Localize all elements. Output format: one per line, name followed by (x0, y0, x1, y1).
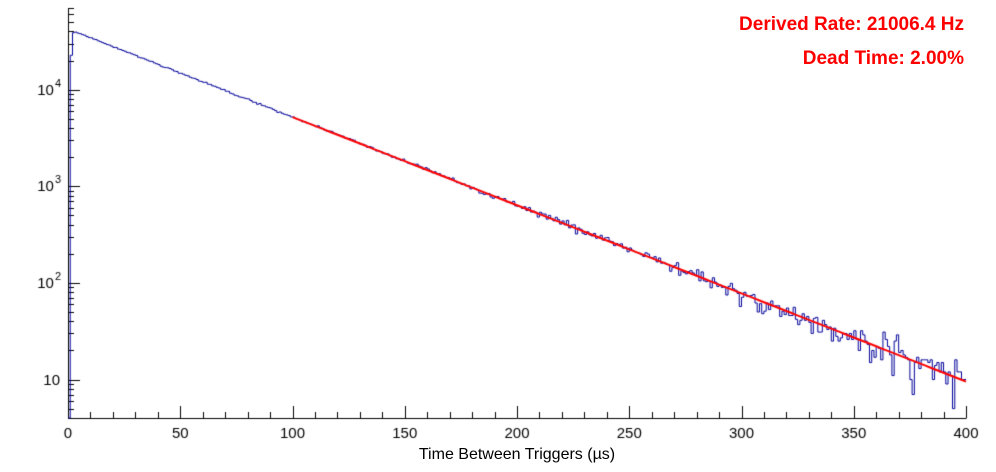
dead-time-text: Dead Time: 2.00% (802, 48, 964, 69)
x-axis-title: Time Between Triggers (µs) (418, 446, 616, 463)
derived-rate-text: Derived Rate: 21006.4 Hz (739, 14, 964, 35)
stats-annotation: Derived Rate: 21006.4 Hz Dead Time: 2.00… (739, 8, 964, 76)
